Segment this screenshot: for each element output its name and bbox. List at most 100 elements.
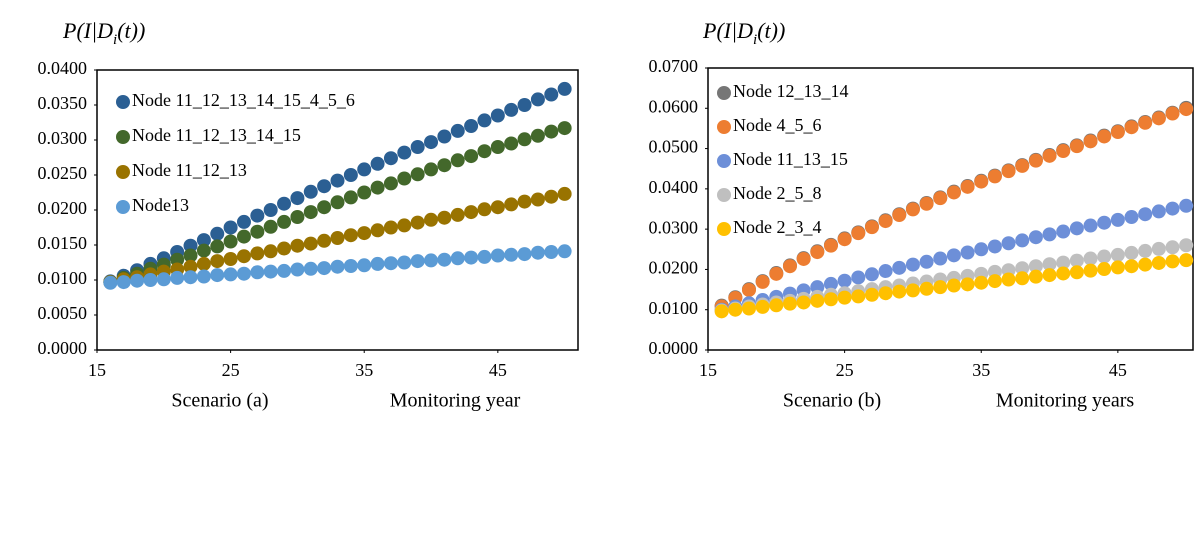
point — [1015, 233, 1030, 248]
point — [1028, 230, 1043, 245]
point — [1124, 210, 1139, 225]
point — [1165, 240, 1180, 255]
point — [530, 92, 545, 107]
y-axis-label-part: i — [113, 32, 117, 48]
legend-label: Node 11_12_13 — [132, 160, 247, 180]
point — [1069, 221, 1084, 236]
point — [741, 301, 756, 316]
y-tick-label: 0.0100 — [649, 298, 699, 318]
point — [530, 192, 545, 207]
point — [477, 144, 492, 159]
point — [343, 168, 358, 182]
point — [277, 263, 292, 278]
point — [236, 266, 251, 281]
point — [810, 280, 825, 295]
point — [557, 186, 572, 201]
point — [1015, 261, 1030, 276]
point — [878, 264, 893, 279]
point — [397, 171, 412, 186]
point — [370, 256, 385, 271]
point — [410, 254, 425, 269]
point — [504, 136, 519, 151]
point — [183, 270, 198, 285]
point — [477, 202, 492, 217]
point — [1069, 253, 1084, 268]
y-axis-label-part: (t)) — [117, 18, 145, 43]
chart-panel: P(I|Di(t)) 0.0000 0.0050 0.0100 0.0150 0.0200… — [38, 18, 579, 412]
x-tick-label: 45 — [1109, 360, 1127, 380]
point — [250, 265, 265, 280]
point — [1097, 249, 1112, 264]
y-tick-label: 0.0200 — [38, 198, 88, 218]
point — [1056, 224, 1071, 239]
point — [330, 231, 345, 245]
point — [1110, 260, 1125, 275]
point — [183, 259, 198, 274]
legend-marker — [717, 154, 731, 168]
legend-label: Node 11_12_13_14_15 — [132, 125, 301, 145]
point — [290, 210, 305, 224]
point — [156, 272, 171, 287]
point — [437, 252, 452, 267]
point — [755, 274, 770, 289]
point — [464, 119, 479, 133]
subtitle: Scenario (a) — [171, 390, 268, 412]
point — [424, 212, 439, 227]
point — [303, 236, 318, 251]
y-axis-label-part: i — [753, 32, 757, 48]
y-tick-label: 0.0400 — [649, 177, 699, 197]
point — [183, 248, 198, 263]
point — [851, 270, 866, 285]
y-tick-label: 0.0500 — [649, 137, 699, 157]
x-tick-label: 25 — [222, 360, 240, 380]
point — [946, 185, 961, 200]
y-tick-label: 0.0400 — [38, 58, 88, 78]
subtitle: Scenario (b) — [783, 390, 881, 412]
point — [277, 241, 292, 256]
point — [1083, 263, 1098, 278]
legend-label: Node13 — [132, 195, 189, 215]
point — [919, 254, 934, 269]
point — [437, 210, 452, 225]
point — [544, 124, 559, 139]
point — [1110, 212, 1125, 227]
point — [1138, 115, 1153, 130]
point — [250, 224, 265, 239]
point — [960, 179, 975, 194]
point — [557, 121, 572, 136]
y-tick-label: 0.0050 — [38, 303, 88, 323]
point — [905, 257, 920, 272]
point — [277, 196, 292, 211]
point — [933, 280, 948, 295]
x-tick-label: 15 — [88, 360, 106, 380]
point — [1151, 204, 1166, 219]
point — [410, 167, 425, 182]
point — [933, 191, 948, 206]
point — [1179, 253, 1194, 268]
point — [437, 129, 452, 144]
point — [974, 174, 989, 189]
point — [410, 140, 425, 154]
point — [450, 123, 465, 138]
y-tick-label: 0.0350 — [38, 93, 88, 113]
y-tick-label: 0.0000 — [38, 338, 88, 358]
x-tick-label: 35 — [972, 360, 990, 380]
point — [1001, 164, 1016, 179]
point — [1124, 120, 1139, 135]
point — [210, 226, 225, 241]
point — [892, 208, 907, 223]
point — [1097, 129, 1112, 144]
point — [263, 244, 278, 259]
point — [823, 238, 838, 253]
point — [1028, 259, 1043, 274]
point — [1110, 125, 1125, 140]
point — [223, 252, 238, 266]
point — [974, 242, 989, 257]
point — [477, 113, 492, 128]
point — [837, 232, 852, 247]
point — [330, 195, 345, 210]
point — [987, 239, 1002, 254]
point — [290, 238, 305, 253]
point — [504, 247, 519, 262]
